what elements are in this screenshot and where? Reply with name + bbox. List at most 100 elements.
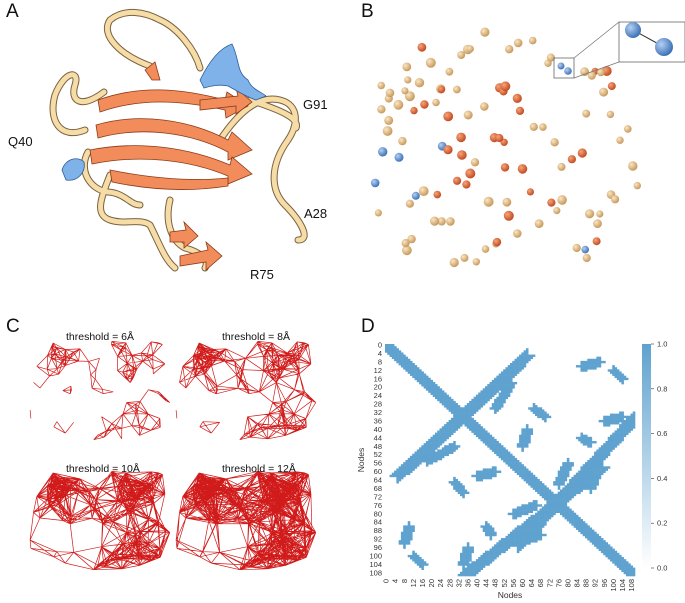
contact-cell bbox=[503, 447, 506, 450]
contact-cell bbox=[487, 388, 490, 391]
contact-cell bbox=[494, 403, 497, 406]
contact-cell bbox=[498, 542, 502, 545]
contact-cell bbox=[405, 367, 409, 370]
contact-cell bbox=[496, 441, 499, 444]
contact-cell bbox=[410, 533, 413, 537]
contact-cell bbox=[500, 548, 504, 551]
contact-cell bbox=[580, 470, 584, 473]
contact-cell bbox=[437, 453, 440, 457]
contact-cell bbox=[430, 438, 434, 442]
contact-cell bbox=[403, 525, 406, 528]
contact-cell bbox=[603, 540, 606, 543]
contact-cell bbox=[505, 381, 509, 385]
contact-cell bbox=[462, 561, 465, 564]
contact-cell bbox=[532, 527, 536, 530]
contact-cell bbox=[503, 460, 506, 463]
contact-cell bbox=[521, 540, 524, 543]
contact-cell bbox=[575, 514, 579, 518]
contact-cell bbox=[510, 462, 513, 465]
contact-cell bbox=[528, 474, 531, 478]
contact-cell bbox=[541, 523, 545, 526]
contact-cell bbox=[623, 424, 627, 427]
contact-cell bbox=[503, 451, 506, 454]
contact-cell bbox=[541, 483, 545, 486]
contact-cell bbox=[505, 460, 509, 463]
contact-cell bbox=[473, 422, 477, 425]
contact-cell bbox=[580, 365, 584, 368]
contact-cell bbox=[432, 441, 436, 444]
contact-cell bbox=[487, 445, 490, 448]
contact-cell bbox=[519, 542, 522, 545]
graph-node bbox=[500, 81, 511, 92]
contact-cell bbox=[457, 445, 461, 448]
contact-cell bbox=[453, 403, 456, 406]
contact-cell bbox=[385, 348, 388, 351]
contact-cell bbox=[444, 445, 447, 448]
contact-cell bbox=[482, 394, 486, 398]
contact-cell bbox=[403, 466, 406, 469]
contact-cell bbox=[550, 500, 554, 503]
contact-cell bbox=[580, 519, 584, 522]
contact-cell bbox=[521, 506, 524, 509]
contact-cell bbox=[437, 386, 440, 389]
contact-cell bbox=[525, 470, 529, 473]
contact-cell bbox=[519, 474, 522, 478]
contact-cell bbox=[485, 392, 488, 395]
contact-cell bbox=[546, 489, 549, 492]
contact-cell bbox=[528, 508, 531, 511]
contact-cell bbox=[421, 567, 424, 570]
contact-cell bbox=[425, 464, 429, 467]
contact-cell bbox=[605, 447, 609, 450]
contact-cell bbox=[405, 527, 409, 530]
contact-cell bbox=[441, 451, 445, 454]
contact-cell bbox=[475, 472, 479, 476]
contact-cell bbox=[423, 451, 427, 454]
contact-cell bbox=[539, 481, 543, 484]
contact-cell bbox=[396, 472, 399, 476]
contact-cell bbox=[541, 512, 545, 516]
contact-cell bbox=[600, 546, 604, 549]
contact-cell bbox=[510, 379, 513, 383]
contact-cell bbox=[498, 407, 502, 410]
contact-cell bbox=[528, 432, 531, 435]
contact-cell bbox=[475, 426, 479, 429]
contact-cell bbox=[419, 447, 422, 450]
contact-cell bbox=[480, 525, 484, 528]
contact-cell bbox=[464, 557, 468, 560]
contact-cell bbox=[535, 533, 538, 537]
contact-cell bbox=[414, 460, 418, 463]
contact-cell bbox=[441, 455, 445, 459]
contact-cell bbox=[425, 462, 429, 465]
contact-cell bbox=[610, 557, 613, 560]
contact-cell bbox=[503, 392, 506, 395]
contact-cell bbox=[455, 407, 459, 410]
contact-cell bbox=[600, 457, 604, 461]
contact-cell bbox=[475, 569, 479, 573]
contact-cell bbox=[598, 365, 602, 368]
contact-cell bbox=[485, 436, 488, 440]
contact-cell bbox=[500, 373, 504, 376]
contact-cell bbox=[494, 445, 497, 448]
contact-cell bbox=[475, 571, 479, 575]
contact-cell bbox=[512, 462, 515, 465]
contact-cell bbox=[610, 434, 613, 438]
contact-cell bbox=[544, 519, 547, 522]
contact-cell bbox=[432, 386, 436, 389]
contact-cell bbox=[605, 550, 609, 554]
contact-cell bbox=[585, 362, 588, 366]
contact-cell bbox=[407, 466, 411, 469]
contact-cell bbox=[612, 447, 615, 450]
contact-cell bbox=[521, 533, 524, 537]
contact-cell bbox=[560, 466, 563, 469]
contact-cell bbox=[482, 561, 486, 564]
contact-cell bbox=[398, 540, 402, 543]
y-tick-label: 28 bbox=[374, 400, 382, 409]
contact-cell bbox=[457, 481, 461, 484]
contact-cell bbox=[489, 561, 493, 564]
contact-cell bbox=[582, 468, 586, 471]
contact-cell bbox=[523, 538, 527, 541]
contact-cell bbox=[425, 455, 429, 459]
contact-cell bbox=[566, 510, 570, 514]
contact-cell bbox=[580, 472, 584, 476]
contact-cell bbox=[580, 432, 584, 435]
